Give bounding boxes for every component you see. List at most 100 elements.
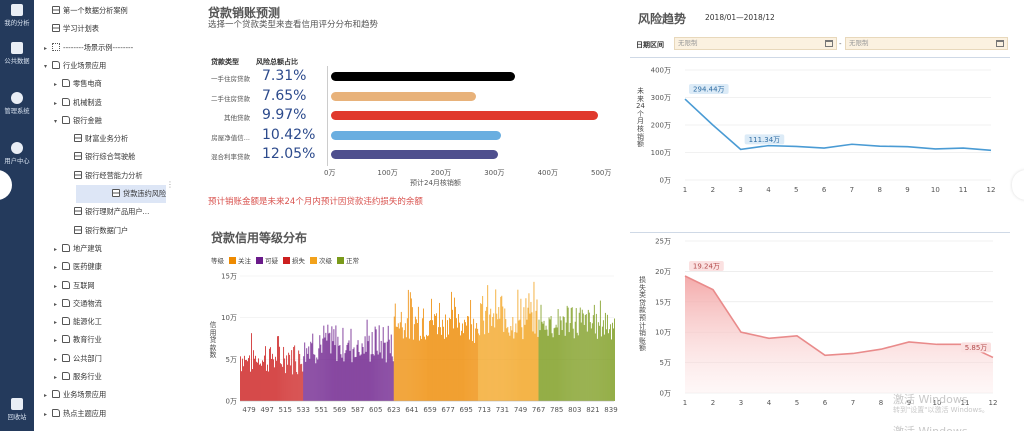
histogram-bar xyxy=(402,338,404,401)
histogram-bar xyxy=(353,347,355,401)
tree-splitter-handle[interactable]: ⋮ xyxy=(166,180,174,189)
tree-item[interactable]: ▸ 教育行业 xyxy=(54,331,102,349)
tree-item[interactable]: 贷款违约风险分析 xyxy=(76,185,166,203)
histogram-bar xyxy=(284,358,286,401)
tree-item[interactable]: 财富业务分析 xyxy=(66,130,128,148)
calendar-icon[interactable] xyxy=(996,40,1004,47)
tree-item[interactable]: ▸ --------场景示例-------- xyxy=(44,39,133,57)
forecast-bar[interactable] xyxy=(331,72,516,81)
tree-item[interactable]: ▸ 服务行业 xyxy=(54,368,102,386)
histogram-bar xyxy=(478,333,480,401)
date-to-input[interactable]: 无限制 xyxy=(845,37,1008,50)
legend-item[interactable]: 正常 xyxy=(346,257,359,265)
tree-item[interactable]: ▾ 银行金融 xyxy=(54,112,102,130)
histogram-bar xyxy=(490,308,492,401)
forecast-bar[interactable] xyxy=(331,91,477,101)
histogram-bar xyxy=(437,334,438,401)
histogram-bar xyxy=(441,334,442,401)
histogram-bar xyxy=(476,323,478,401)
histogram-bar xyxy=(366,319,368,401)
tree-item[interactable]: 银行数据门户 xyxy=(66,222,128,240)
histogram-bar xyxy=(396,326,398,401)
caret-right-icon[interactable]: ▸ xyxy=(54,282,58,290)
caret-right-icon[interactable]: ▸ xyxy=(54,81,58,89)
caret-right-icon[interactable]: ▸ xyxy=(44,410,48,418)
caret-right-icon[interactable]: ▸ xyxy=(54,99,58,107)
tree-item[interactable]: ▸ 公共部门 xyxy=(54,350,102,368)
dataset-icon xyxy=(11,42,23,54)
legend-item[interactable]: 可疑 xyxy=(265,257,278,265)
tree-item[interactable]: 银行综合驾驶舱 xyxy=(66,148,135,166)
tree-item[interactable]: ▾ 行业场景应用 xyxy=(44,57,106,75)
histogram-bar xyxy=(606,314,608,401)
rail-item-my-analysis[interactable]: 我的分析 xyxy=(0,4,34,28)
tree-item[interactable]: ▸ 医药健康 xyxy=(54,258,102,276)
x-tick-label: 659 xyxy=(423,406,436,414)
histogram-bar xyxy=(511,330,513,401)
caret-right-icon[interactable]: ▸ xyxy=(44,44,48,52)
histogram-bar xyxy=(422,308,424,401)
tree-item-label: 机械制造 xyxy=(73,97,102,107)
forecast-bar[interactable] xyxy=(331,150,498,159)
tree-item[interactable]: 银行理财产品用户... xyxy=(66,203,149,221)
forecast-bar[interactable] xyxy=(331,111,598,120)
rail-item-recycle-bin[interactable]: 回收站 xyxy=(0,398,34,422)
risk-share-value: 7.31% xyxy=(262,68,307,84)
caret-right-icon[interactable]: ▸ xyxy=(54,355,58,363)
tree-item[interactable]: ▸ 零售电商 xyxy=(54,75,102,93)
forecast-x-label: 预计24月核销额 xyxy=(410,179,461,187)
histogram-bar xyxy=(519,319,521,401)
x-tick-label: 4 xyxy=(766,186,771,194)
histogram-bar xyxy=(271,358,272,401)
caret-right-icon[interactable]: ▸ xyxy=(54,374,58,381)
tree-item[interactable]: ▸ 地产建筑 xyxy=(54,240,102,258)
histogram-bar xyxy=(337,336,339,401)
histogram-bar xyxy=(614,318,615,401)
caret-right-icon[interactable]: ▸ xyxy=(54,337,58,345)
caret-right-icon[interactable]: ▸ xyxy=(54,300,58,308)
caret-right-icon[interactable]: ▸ xyxy=(54,319,58,327)
forecast-bar[interactable] xyxy=(331,130,501,140)
caret-down-icon[interactable]: ▾ xyxy=(44,62,48,70)
caret-right-icon[interactable]: ▸ xyxy=(54,264,58,272)
tree-item[interactable]: 银行经营能力分析 xyxy=(66,167,143,185)
histogram-bar xyxy=(580,322,582,401)
histogram-bar xyxy=(472,341,474,401)
tree-item[interactable]: ▸ 业务场景应用 xyxy=(44,386,106,404)
legend-item[interactable]: 次级 xyxy=(319,257,332,265)
y-tick-label: 15万 xyxy=(221,273,237,281)
rail-item-user-center[interactable]: 用户中心 xyxy=(0,142,34,166)
histogram-bar xyxy=(290,365,292,401)
tree-item[interactable]: ▸ 能源化工 xyxy=(54,313,102,331)
rail-item-admin[interactable]: 管理系统 xyxy=(0,92,34,116)
histogram-bar xyxy=(539,330,541,401)
histogram-bar xyxy=(503,331,505,401)
folder-icon xyxy=(52,408,60,417)
tree-item[interactable]: 第一个数据分析案例 xyxy=(44,2,128,20)
x-tick-label: 5 xyxy=(795,399,799,407)
histogram-bar xyxy=(527,307,529,401)
histogram-bar xyxy=(289,354,291,401)
legend-item[interactable]: 关注 xyxy=(238,257,251,265)
legend-item[interactable]: 损失 xyxy=(292,257,305,265)
histogram-bar xyxy=(529,313,531,401)
tree-item[interactable]: ▸ 机械制造 xyxy=(54,94,102,112)
histogram-bar xyxy=(371,332,373,401)
caret-right-icon[interactable]: ▸ xyxy=(44,392,48,400)
rail-item-public-data[interactable]: 公共数据 xyxy=(0,42,34,66)
right-panel-handle[interactable] xyxy=(1012,170,1024,200)
caret-down-icon[interactable]: ▾ xyxy=(54,117,58,125)
tree-item[interactable]: ▸ 热点主题应用 xyxy=(44,405,106,423)
rail-collapse-handle[interactable] xyxy=(0,170,12,200)
tree-item[interactable]: ▸ 互联网 xyxy=(54,277,95,295)
series-line xyxy=(684,275,994,359)
tree-item[interactable]: ▸ 交通物流 xyxy=(54,295,102,313)
histogram-bar xyxy=(265,346,266,401)
date-from-input[interactable]: 无限制 xyxy=(674,37,837,50)
tree-item[interactable]: 学习计划表 xyxy=(44,20,99,38)
caret-right-icon[interactable]: ▸ xyxy=(54,245,58,253)
histogram-bar xyxy=(513,338,515,401)
folder-icon xyxy=(62,97,70,106)
histogram-bar xyxy=(443,326,444,401)
calendar-icon[interactable] xyxy=(825,40,833,47)
